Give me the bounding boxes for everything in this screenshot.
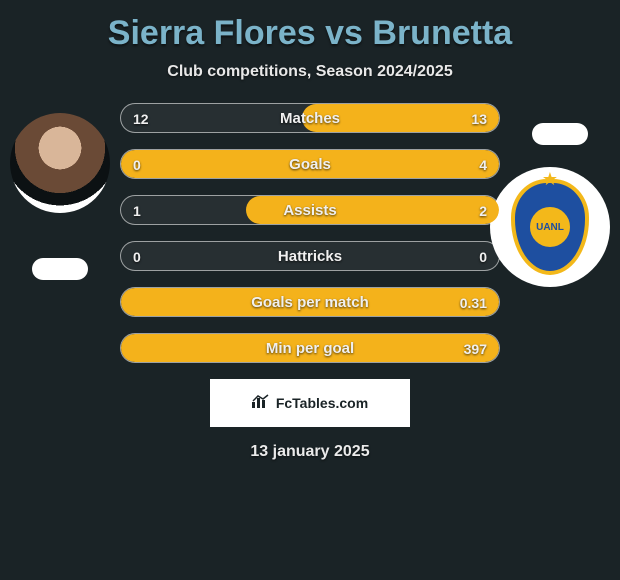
stat-label: Hattricks	[121, 242, 499, 271]
page-subtitle: Club competitions, Season 2024/2025	[0, 63, 620, 81]
chart-area: ★ UANL Matches1213Goals04Assists12Hattri…	[0, 103, 620, 363]
stat-row: Goals per match0.31	[120, 287, 500, 317]
stat-right-value: 4	[479, 150, 487, 179]
stat-right-value: 0.31	[460, 288, 487, 317]
crest-inner: UANL	[528, 205, 572, 249]
stat-left-value: 1	[133, 196, 141, 225]
stat-right-value: 0	[479, 242, 487, 271]
stat-label: Min per goal	[121, 334, 499, 363]
stat-left-value: 12	[133, 104, 149, 133]
attribution-box: FcTables.com	[210, 379, 410, 427]
page-title: Sierra Flores vs Brunetta	[0, 14, 620, 53]
date-line: 13 january 2025	[0, 443, 620, 461]
stat-label: Goals	[121, 150, 499, 179]
stat-label: Assists	[121, 196, 499, 225]
left-player-avatar	[10, 113, 110, 213]
stat-left-value: 0	[133, 150, 141, 179]
stat-label: Matches	[121, 104, 499, 133]
stat-right-value: 397	[464, 334, 487, 363]
stat-row: Goals0 4	[120, 149, 500, 179]
attribution-text: FcTables.com	[276, 395, 368, 411]
stat-left-value: 0	[133, 242, 141, 271]
star-icon: ★	[542, 169, 558, 190]
left-player-flag-icon	[32, 258, 88, 280]
comparison-card: Sierra Flores vs Brunetta Club competiti…	[0, 0, 620, 461]
stat-right-value: 13	[471, 104, 487, 133]
stat-bars: Matches1213Goals04Assists12Hattricks00Go…	[120, 103, 500, 363]
stat-label: Goals per match	[121, 288, 499, 317]
stat-row: Matches12 13	[120, 103, 500, 133]
club-crest-icon: ★ UANL	[511, 179, 589, 275]
stat-row: Min per goal397	[120, 333, 500, 363]
right-player-flag-icon	[532, 123, 588, 145]
stat-row: Hattricks0 0	[120, 241, 500, 271]
stat-right-value: 2	[479, 196, 487, 225]
stat-row: Assists1 2	[120, 195, 500, 225]
right-player-badge: ★ UANL	[490, 167, 610, 287]
chart-icon	[252, 394, 270, 412]
